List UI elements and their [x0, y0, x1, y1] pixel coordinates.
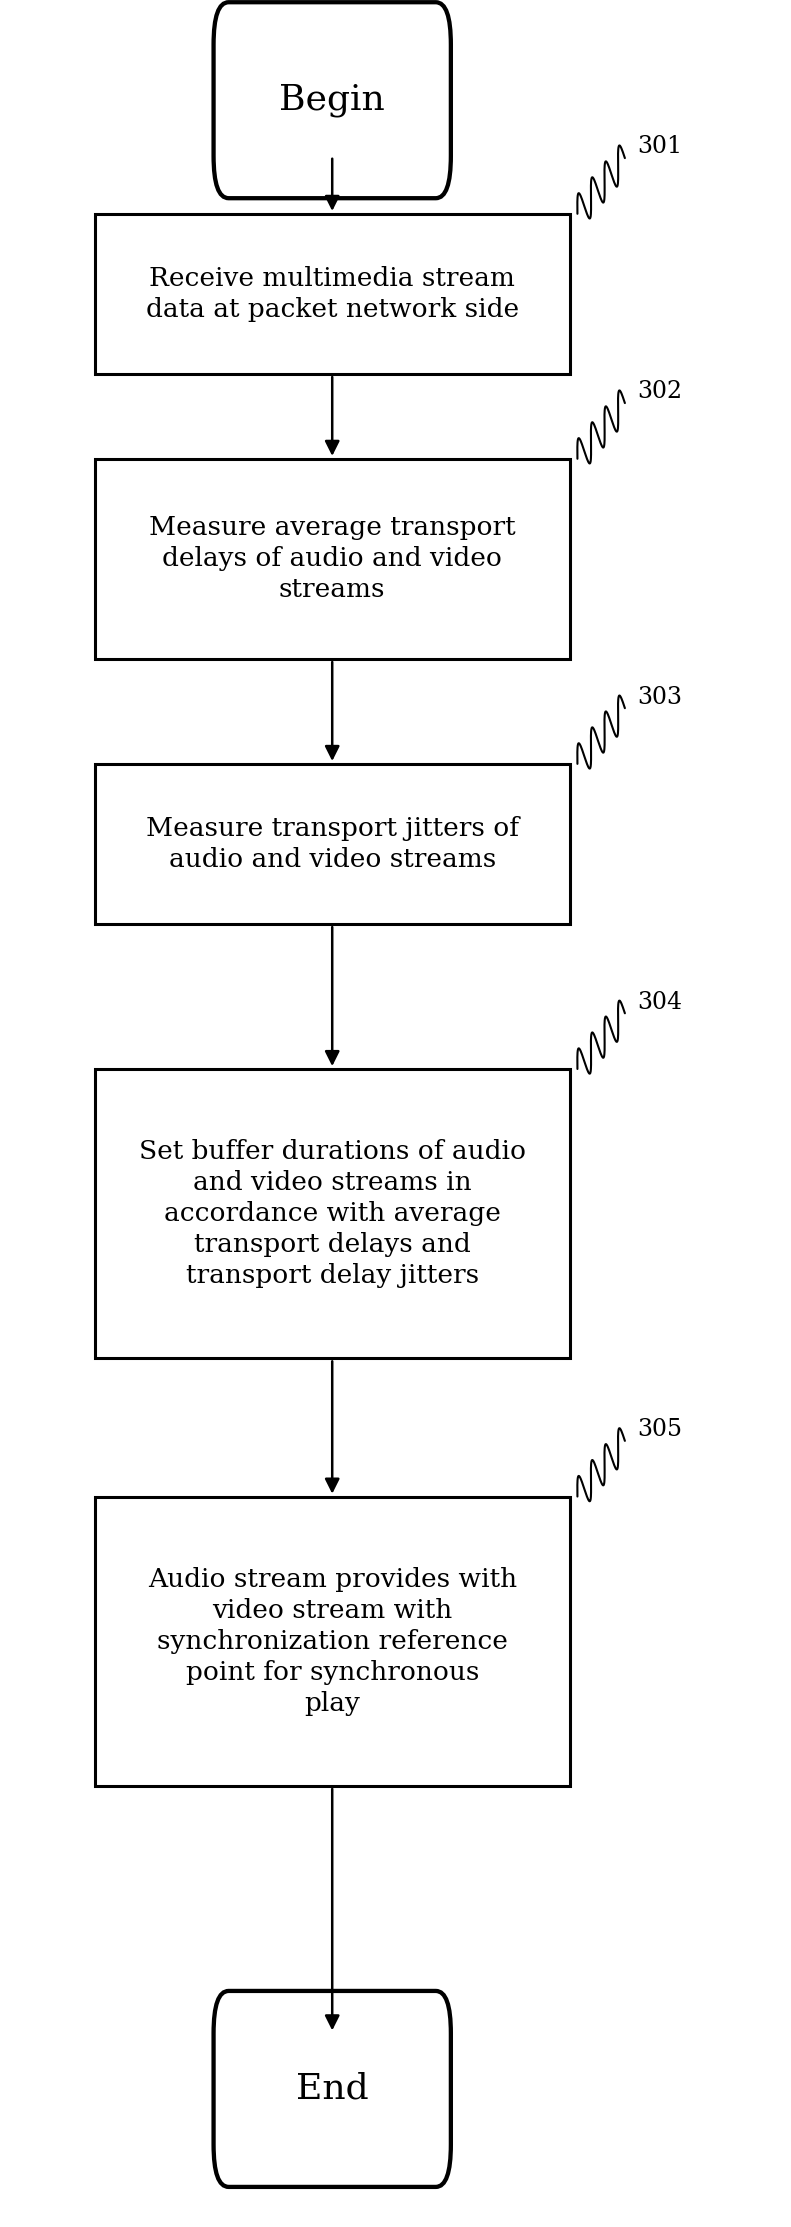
- Bar: [95, 1069, 570, 1358]
- Text: Set buffer durations of audio
and video streams in
accordance with average
trans: Set buffer durations of audio and video …: [138, 1140, 526, 1287]
- Bar: [95, 764, 570, 924]
- Text: 304: 304: [637, 991, 682, 1013]
- Text: 302: 302: [637, 381, 682, 403]
- Text: Receive multimedia stream
data at packet network side: Receive multimedia stream data at packet…: [146, 265, 519, 323]
- Bar: [95, 1497, 570, 1786]
- Text: 301: 301: [637, 136, 682, 158]
- Text: End: End: [296, 2071, 369, 2107]
- Text: Begin: Begin: [279, 82, 385, 118]
- Text: 305: 305: [637, 1419, 682, 1441]
- Bar: [95, 459, 570, 659]
- FancyBboxPatch shape: [214, 1991, 451, 2187]
- Text: Measure average transport
delays of audio and video
streams: Measure average transport delays of audi…: [149, 514, 516, 604]
- Text: 303: 303: [637, 686, 682, 708]
- Text: Measure transport jitters of
audio and video streams: Measure transport jitters of audio and v…: [146, 815, 519, 873]
- FancyBboxPatch shape: [214, 2, 451, 198]
- Bar: [95, 214, 570, 374]
- Text: Audio stream provides with
video stream with
synchronization reference
point for: Audio stream provides with video stream …: [148, 1568, 517, 1715]
